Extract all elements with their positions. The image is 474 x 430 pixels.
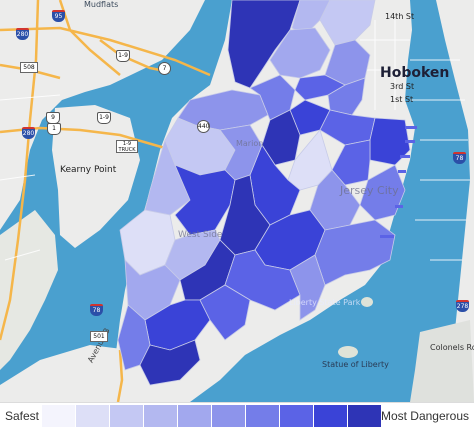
label-mudflats: Mudflats <box>84 0 119 9</box>
legend-swatch-3 <box>110 405 143 427</box>
piers <box>380 126 417 238</box>
i280-shield-nw: 280 <box>16 28 29 40</box>
label-hoboken: Hoboken <box>380 65 450 81</box>
label-14th-st: 14th St <box>385 12 415 21</box>
region-bayonne-line-e[interactable] <box>199 284 251 341</box>
us9-shield: 9 <box>46 112 60 124</box>
cr501-shield: 501 <box>90 331 108 342</box>
legend-safest-label: Safest <box>5 409 40 423</box>
route440-shield: 440 <box>197 120 210 133</box>
region-west-side[interactable] <box>174 164 236 236</box>
i78-harbor-shield: 78 <box>453 152 466 164</box>
liberty-island <box>338 346 358 358</box>
region-liberty-south[interactable] <box>289 254 326 321</box>
route7-shield: 7 <box>158 62 171 75</box>
i278-shield: 278 <box>456 300 469 312</box>
region-heights-north[interactable] <box>227 0 301 89</box>
crime-legend: Safest Most Dangerous <box>0 402 474 430</box>
label-liberty-state-park: Liberty State Park <box>289 298 361 307</box>
legend-most-dangerous-label: Most Dangerous <box>380 409 469 423</box>
label-west-side: West Side <box>178 230 223 240</box>
crime-choropleth <box>117 0 411 386</box>
label-jersey-city: Jersey City <box>340 184 399 197</box>
i280-shield-w: 280 <box>22 127 35 139</box>
legend-swatch-4 <box>144 405 177 427</box>
cr508-shield: 508 <box>20 62 38 73</box>
map-canvas[interactable] <box>0 0 474 402</box>
minor-roads <box>0 20 470 261</box>
truck-route-shield: 1-9 TRUCK <box>116 140 138 153</box>
land-bayonne <box>0 345 140 402</box>
region-heights-ne[interactable] <box>291 0 331 36</box>
land-west-lower <box>0 210 58 370</box>
legend-swatch-6 <box>212 405 245 427</box>
legend-swatch-1 <box>42 405 75 427</box>
land-south-peninsula <box>410 320 474 402</box>
legend-swatch-9 <box>314 405 347 427</box>
label-1st-st: 1st St <box>390 95 414 104</box>
legend-swatch-2 <box>76 405 109 427</box>
legend-swatch-10 <box>348 405 381 427</box>
ellis-island <box>361 297 373 307</box>
legend-swatch-8 <box>280 405 313 427</box>
label-marion: Marion <box>236 139 264 148</box>
legend-scale <box>42 405 381 427</box>
i78-shield: 78 <box>90 304 103 316</box>
label-statue-of-liberty: Statue of Liberty <box>322 360 389 369</box>
region-south-tip-e[interactable] <box>139 339 201 386</box>
region-heights-mid[interactable] <box>269 27 331 79</box>
label-colonels-row: Colonels Row <box>430 343 474 352</box>
label-kearny-point: Kearny Point <box>60 165 117 175</box>
us1-shield: 1 <box>47 123 61 135</box>
legend-swatch-5 <box>178 405 211 427</box>
us1-9-shield-north: 1-9 <box>116 50 130 62</box>
label-3rd-st: 3rd St <box>390 82 415 91</box>
legend-swatch-7 <box>246 405 279 427</box>
i95-shield: 95 <box>52 10 65 22</box>
land-west <box>0 0 205 230</box>
region-jsq-east[interactable] <box>289 99 331 136</box>
us1-9-shield: 1-9 <box>97 112 111 124</box>
